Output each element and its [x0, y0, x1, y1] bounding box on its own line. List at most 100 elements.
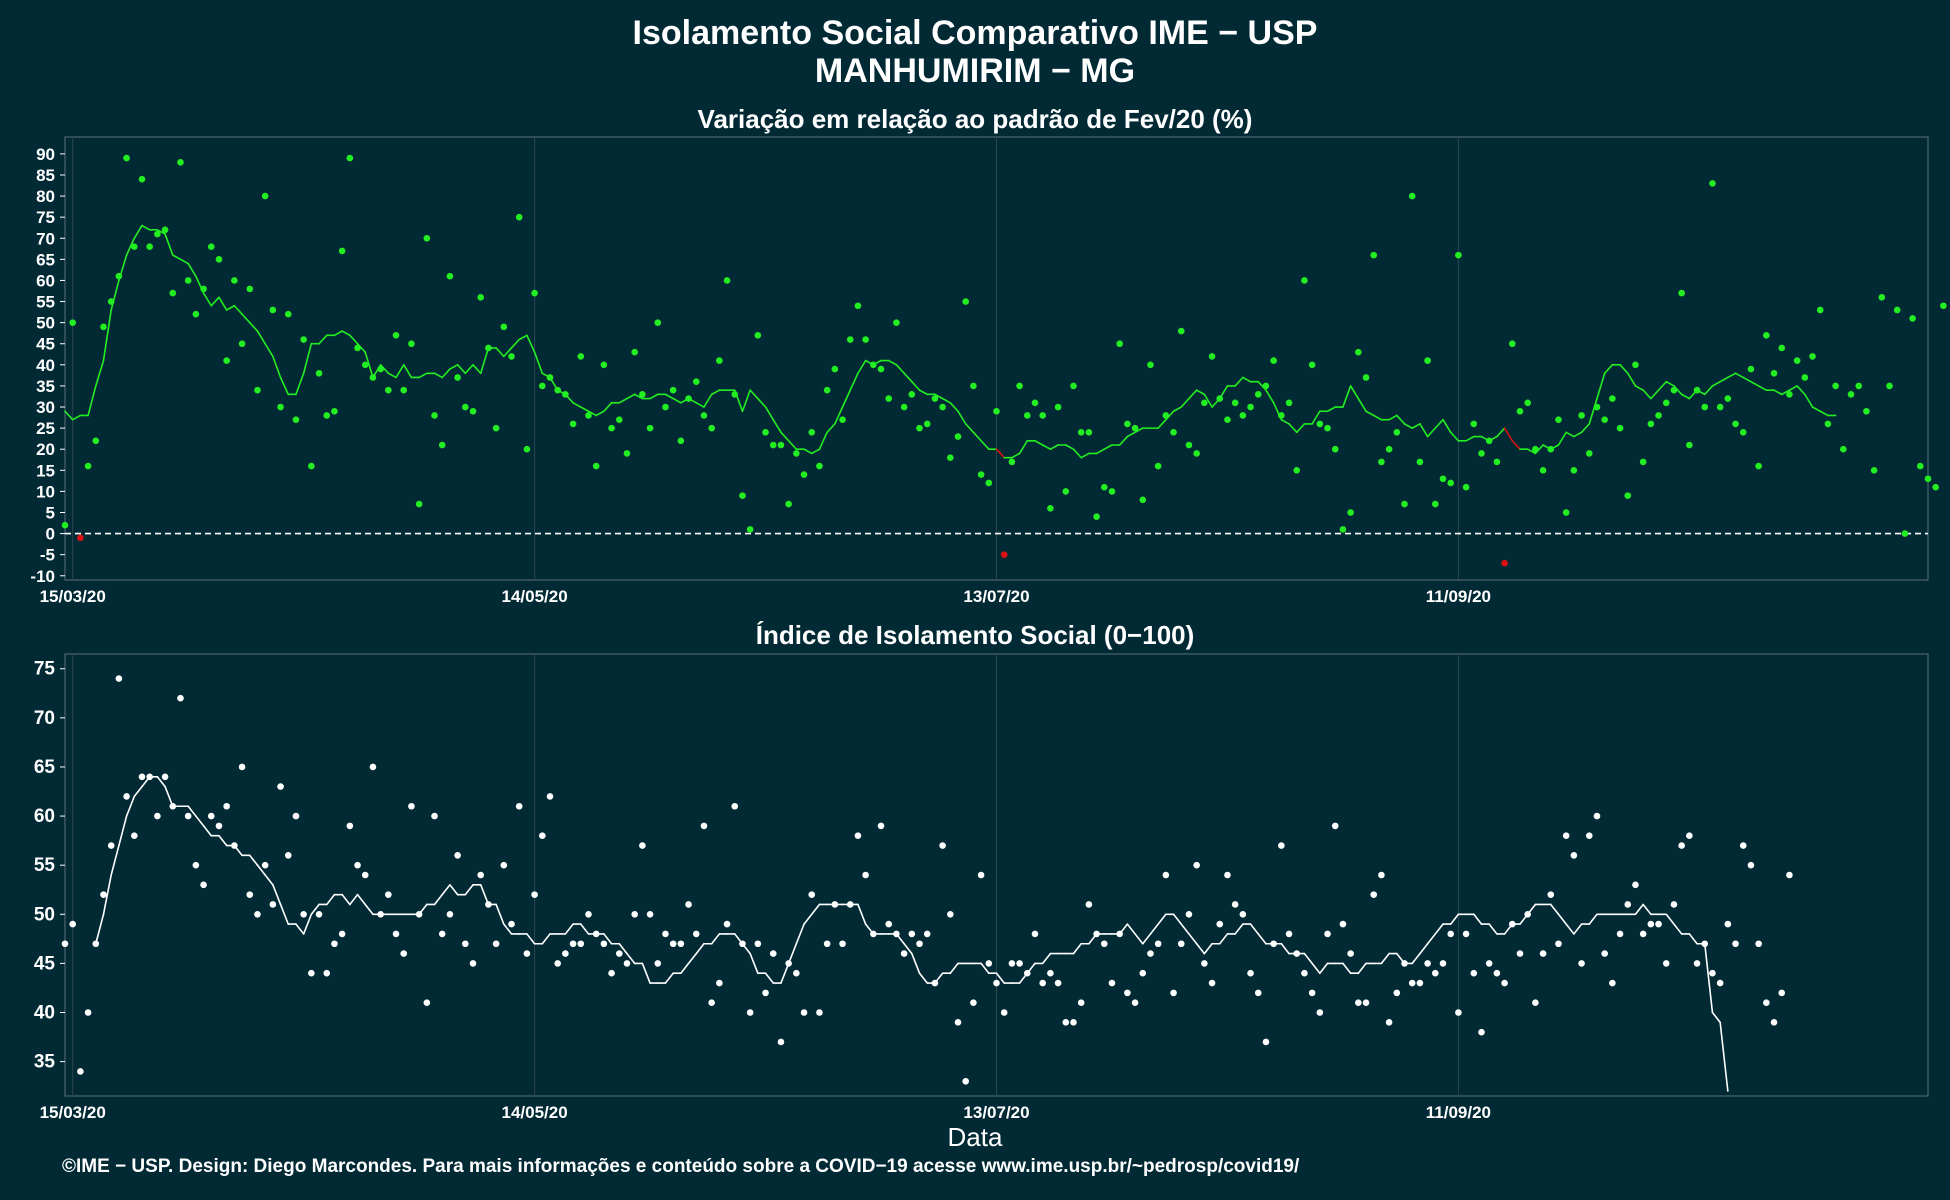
data-point — [1655, 920, 1662, 928]
data-point — [708, 999, 715, 1006]
data-point — [169, 289, 177, 297]
moving-average-segment — [495, 903, 505, 925]
data-point — [154, 230, 161, 238]
moving-average-segment — [1442, 418, 1452, 434]
data-point — [1201, 960, 1208, 967]
moving-average-segment — [918, 389, 929, 396]
moving-average-segment — [757, 397, 767, 408]
moving-average-segment — [1804, 393, 1814, 408]
data-point — [1000, 551, 1008, 558]
data-point — [184, 812, 192, 820]
moving-average-segment — [64, 410, 74, 421]
moving-average-segment — [1596, 372, 1606, 400]
x-tick-label: 11/09/20 — [1426, 587, 1491, 606]
data-point — [1370, 891, 1378, 898]
data-point — [1408, 192, 1416, 200]
y-tick-label: 80 — [36, 187, 55, 206]
moving-average-segment — [1426, 427, 1437, 438]
data-point — [1054, 979, 1062, 987]
data-point — [1031, 399, 1039, 407]
data-point — [1331, 822, 1339, 830]
data-point — [1478, 1028, 1485, 1036]
moving-average-segment — [949, 401, 959, 413]
data-point — [900, 950, 908, 957]
moving-average-segment — [418, 372, 428, 379]
data-point — [538, 382, 546, 390]
data-point — [77, 534, 84, 542]
data-point — [1370, 251, 1378, 259]
moving-average-segment — [325, 893, 336, 906]
data-point — [1647, 920, 1655, 928]
data-point — [754, 940, 762, 948]
data-point — [377, 365, 384, 373]
data-point — [754, 331, 762, 339]
data-point — [839, 940, 846, 948]
data-point — [1316, 1009, 1324, 1016]
moving-average-segment — [1711, 1011, 1721, 1024]
moving-average-segment — [1195, 389, 1206, 396]
data-point — [61, 521, 69, 529]
moving-average-segment — [279, 903, 290, 925]
data-point — [1524, 399, 1531, 407]
data-point — [1924, 475, 1932, 483]
data-point — [431, 812, 438, 820]
data-point — [631, 348, 638, 356]
moving-average-segment — [1118, 435, 1129, 446]
data-point — [1231, 901, 1239, 908]
moving-average-segment — [695, 401, 705, 408]
data-point — [700, 412, 708, 419]
data-point — [154, 812, 161, 820]
data-point — [1247, 403, 1254, 411]
moving-average-segment — [795, 923, 805, 945]
moving-average-segment — [1180, 397, 1190, 408]
data-point — [554, 386, 561, 394]
data-point — [1124, 420, 1131, 428]
moving-average-segment — [834, 406, 844, 425]
data-point — [338, 247, 346, 255]
data-point — [654, 960, 662, 967]
data-point — [970, 999, 977, 1006]
data-point — [692, 930, 700, 938]
data-point — [1686, 832, 1693, 840]
data-point — [1301, 969, 1308, 977]
moving-average-segment — [911, 380, 921, 391]
moving-average-segment — [1411, 952, 1421, 965]
data-point — [962, 298, 970, 305]
data-point — [546, 793, 554, 800]
data-point — [954, 433, 962, 440]
data-point — [346, 154, 354, 162]
moving-average-segment — [1103, 444, 1113, 451]
moving-average-segment — [503, 923, 513, 935]
data-point — [1100, 483, 1108, 491]
data-point — [1285, 399, 1293, 407]
moving-average-segment — [1157, 418, 1167, 429]
data-point — [254, 910, 261, 918]
data-point — [369, 763, 377, 771]
data-point — [531, 891, 538, 898]
data-point — [793, 969, 800, 977]
data-point — [585, 412, 592, 419]
data-point — [254, 386, 261, 394]
data-point — [1678, 289, 1685, 297]
data-point — [323, 412, 331, 419]
moving-average-segment — [1095, 448, 1106, 455]
x-tick-label: 15/03/20 — [40, 587, 106, 606]
data-point — [1347, 950, 1354, 957]
data-point — [569, 940, 577, 948]
x-tick-label: 13/07/20 — [963, 1103, 1029, 1120]
data-point — [1247, 969, 1254, 977]
data-point — [885, 395, 893, 402]
data-point — [100, 891, 107, 898]
data-point — [762, 429, 769, 436]
moving-average-segment — [972, 431, 982, 442]
data-point — [492, 424, 500, 432]
y-tick-label: 85 — [36, 166, 55, 185]
data-point — [238, 340, 246, 348]
data-point — [184, 277, 192, 284]
data-point — [1593, 812, 1601, 820]
moving-average-segment — [980, 439, 990, 451]
data-point — [877, 822, 885, 830]
data-point — [1863, 407, 1870, 415]
moving-average-segment — [980, 962, 990, 975]
data-point — [870, 930, 877, 938]
